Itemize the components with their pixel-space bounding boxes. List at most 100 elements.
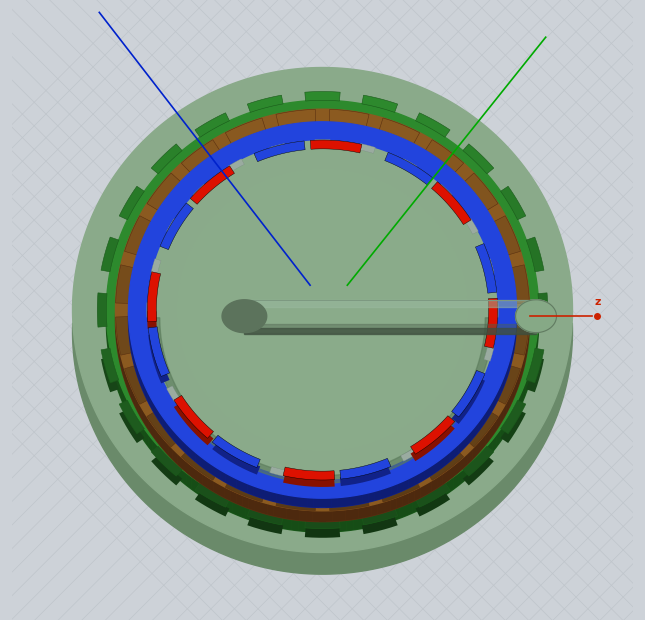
Polygon shape <box>130 406 134 424</box>
Polygon shape <box>147 391 150 407</box>
Polygon shape <box>177 169 468 451</box>
Polygon shape <box>134 412 137 430</box>
Polygon shape <box>270 473 275 484</box>
Polygon shape <box>106 304 539 532</box>
Polygon shape <box>486 407 489 423</box>
Polygon shape <box>312 520 319 532</box>
Polygon shape <box>495 337 496 352</box>
Polygon shape <box>346 509 352 520</box>
Polygon shape <box>182 440 186 453</box>
Polygon shape <box>280 507 286 518</box>
Polygon shape <box>135 396 139 413</box>
Polygon shape <box>486 407 489 421</box>
Polygon shape <box>135 357 136 373</box>
Polygon shape <box>524 348 526 366</box>
Polygon shape <box>175 402 178 416</box>
Polygon shape <box>445 452 450 467</box>
Polygon shape <box>239 460 244 472</box>
Polygon shape <box>481 378 484 392</box>
Polygon shape <box>352 508 359 521</box>
Polygon shape <box>270 144 286 153</box>
Polygon shape <box>437 184 452 199</box>
Polygon shape <box>273 505 280 518</box>
Polygon shape <box>247 508 283 525</box>
Polygon shape <box>188 420 192 433</box>
Polygon shape <box>195 492 230 516</box>
Polygon shape <box>493 418 497 435</box>
Polygon shape <box>510 391 512 409</box>
Polygon shape <box>500 407 503 425</box>
Polygon shape <box>108 337 109 355</box>
Polygon shape <box>132 345 134 361</box>
Polygon shape <box>463 435 467 451</box>
Polygon shape <box>332 510 339 523</box>
Polygon shape <box>197 470 203 484</box>
Polygon shape <box>470 397 473 412</box>
Polygon shape <box>153 402 156 416</box>
Polygon shape <box>410 423 455 461</box>
Polygon shape <box>191 448 195 463</box>
Polygon shape <box>484 259 494 275</box>
Polygon shape <box>172 397 175 412</box>
Polygon shape <box>523 354 524 373</box>
Polygon shape <box>137 418 141 436</box>
Polygon shape <box>121 354 122 371</box>
Polygon shape <box>501 423 504 441</box>
Polygon shape <box>467 402 470 416</box>
Polygon shape <box>155 363 157 378</box>
Polygon shape <box>362 508 398 525</box>
Polygon shape <box>495 391 498 405</box>
Polygon shape <box>244 300 536 301</box>
Polygon shape <box>491 353 493 367</box>
Polygon shape <box>226 473 231 487</box>
Polygon shape <box>517 373 519 391</box>
Polygon shape <box>254 141 305 162</box>
Polygon shape <box>308 480 314 490</box>
Polygon shape <box>115 303 530 521</box>
Polygon shape <box>511 265 530 303</box>
Polygon shape <box>153 402 156 417</box>
Polygon shape <box>277 493 283 505</box>
Polygon shape <box>151 345 161 361</box>
Polygon shape <box>350 495 356 507</box>
Polygon shape <box>271 492 277 503</box>
Polygon shape <box>412 498 419 513</box>
Polygon shape <box>484 345 494 361</box>
Polygon shape <box>146 303 154 317</box>
Polygon shape <box>517 373 519 389</box>
Polygon shape <box>352 508 359 520</box>
Polygon shape <box>174 402 213 445</box>
Polygon shape <box>124 365 151 404</box>
Polygon shape <box>116 329 117 348</box>
Polygon shape <box>359 507 365 518</box>
Polygon shape <box>149 337 150 352</box>
Polygon shape <box>292 518 299 531</box>
Polygon shape <box>104 98 541 522</box>
Polygon shape <box>313 498 319 507</box>
Polygon shape <box>496 332 497 346</box>
Polygon shape <box>244 300 536 301</box>
Polygon shape <box>248 484 253 497</box>
Polygon shape <box>538 293 548 327</box>
Polygon shape <box>512 384 515 401</box>
Polygon shape <box>385 467 390 479</box>
Polygon shape <box>432 477 437 492</box>
Polygon shape <box>380 488 386 499</box>
Polygon shape <box>527 335 528 353</box>
Polygon shape <box>331 480 337 490</box>
Polygon shape <box>124 366 126 385</box>
Polygon shape <box>502 374 505 391</box>
Polygon shape <box>374 490 380 501</box>
Polygon shape <box>511 406 515 424</box>
Polygon shape <box>118 342 119 359</box>
Polygon shape <box>228 448 244 461</box>
Polygon shape <box>101 358 119 392</box>
Polygon shape <box>380 488 386 500</box>
Polygon shape <box>138 369 140 385</box>
Polygon shape <box>503 402 506 420</box>
Polygon shape <box>526 358 544 392</box>
Polygon shape <box>495 391 498 407</box>
Polygon shape <box>503 402 506 418</box>
Polygon shape <box>494 365 521 404</box>
Polygon shape <box>446 428 450 441</box>
